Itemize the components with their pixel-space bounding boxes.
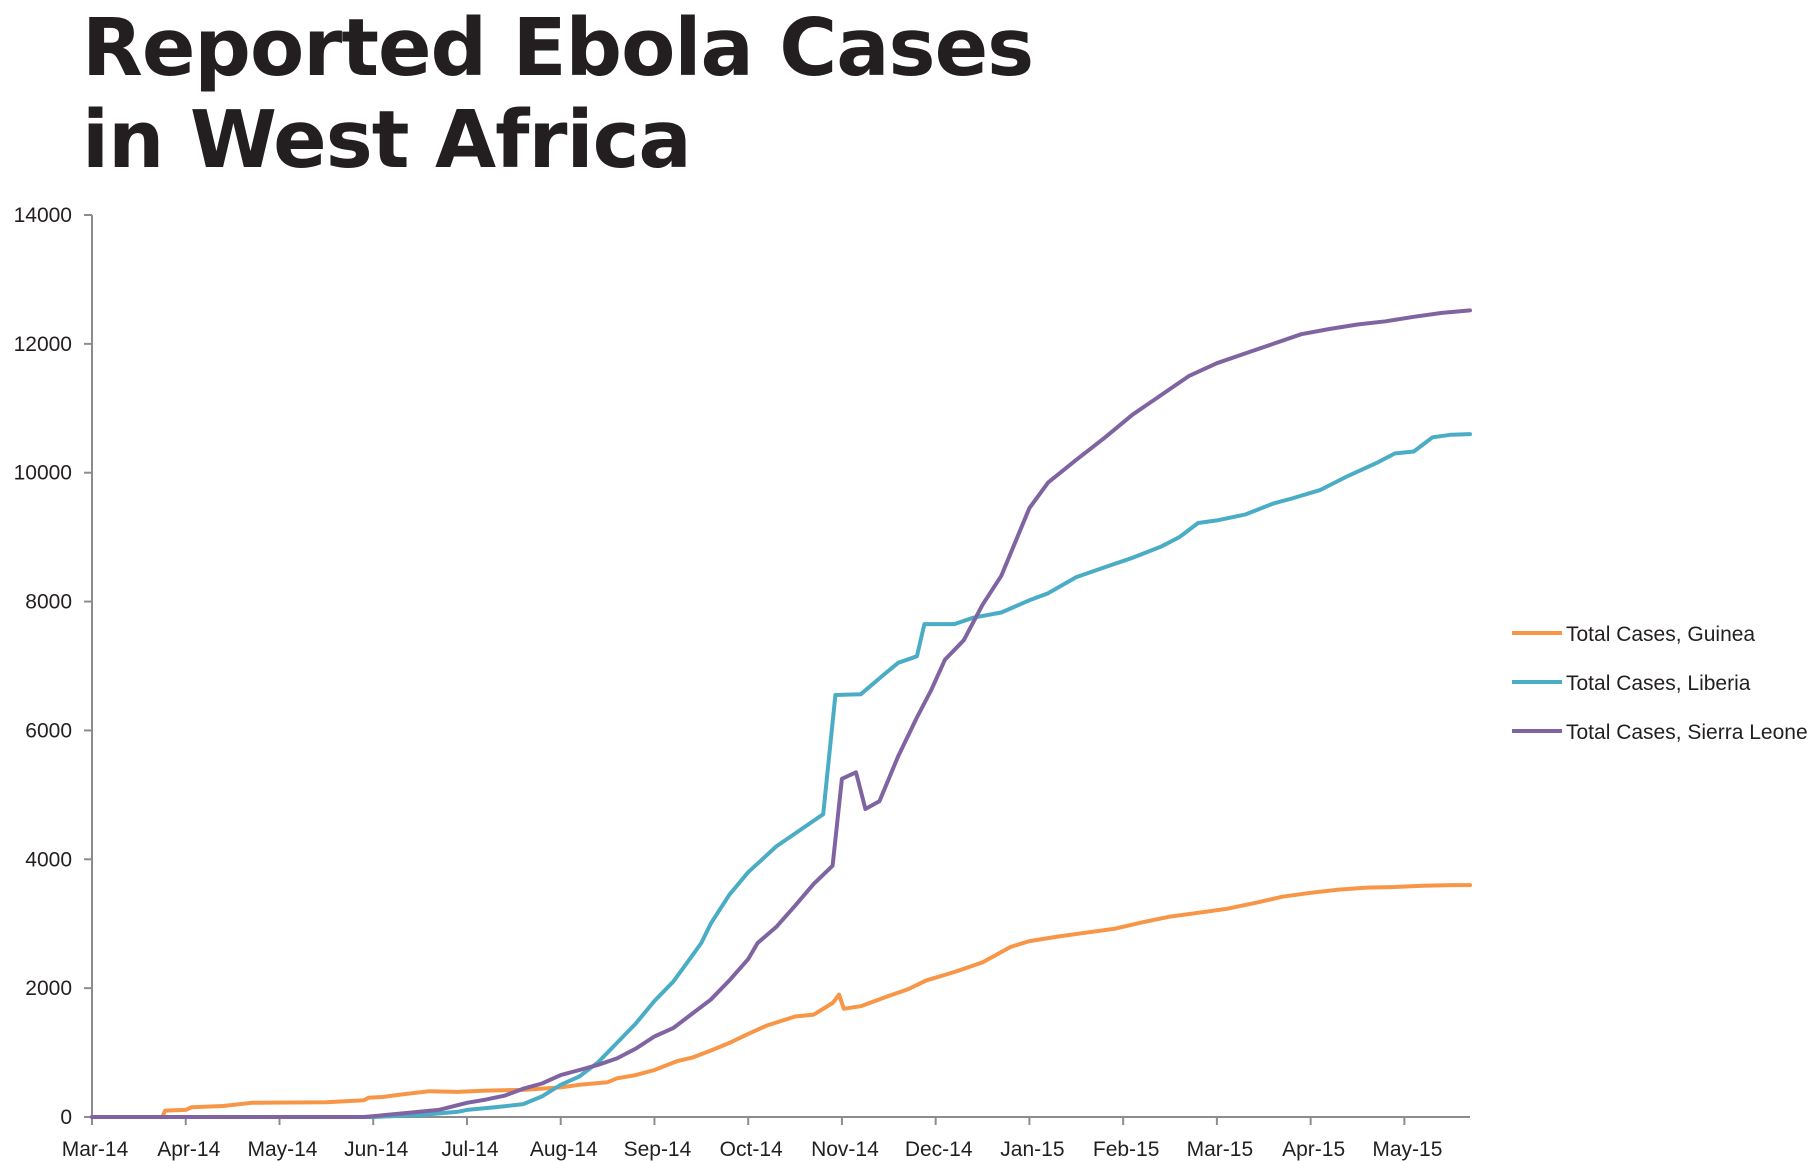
y-tick-label: 2000: [25, 977, 72, 1000]
x-tick-label: Mar-14: [62, 1138, 129, 1161]
y-tick-label: 10000: [14, 462, 72, 485]
x-tick-label: Sep-14: [624, 1138, 692, 1161]
y-tick-label: 8000: [25, 591, 72, 614]
y-tick-label: 12000: [14, 333, 72, 356]
x-tick-label: Oct-14: [720, 1138, 783, 1161]
x-tick-label: Mar-15: [1187, 1138, 1254, 1161]
legend: Total Cases, Guinea Total Cases, Liberia T…: [1512, 623, 1808, 744]
x-tick-label: May-14: [247, 1138, 317, 1161]
series-line-sierra-leone: [90, 308, 1472, 1119]
chart-title-line-1: Reported Ebola Cases: [82, 2, 1034, 94]
x-tick-label: Apr-14: [157, 1138, 220, 1161]
chart-title: Reported Ebola Cases in West Africa: [82, 2, 1082, 186]
series-line-liberia: [90, 432, 1472, 1119]
x-tick-label: Jun-14: [344, 1138, 409, 1161]
legend-label-sierra-leone: Total Cases, Sierra Leone: [1566, 721, 1808, 744]
x-tick-label: Jul-14: [441, 1138, 499, 1161]
y-tick-label: 6000: [25, 719, 72, 742]
x-tick-label: May-15: [1372, 1138, 1442, 1161]
y-tick-label: 14000: [14, 204, 72, 227]
y-ticks: 0 2000 4000 6000 8000 10000 12000 14000: [14, 204, 92, 1129]
x-ticks: Mar-14 Apr-14 May-14 Jun-14 Jul-14 Aug-14 Sep-…: [62, 1117, 1442, 1161]
legend-label-liberia: Total Cases, Liberia: [1566, 672, 1751, 695]
y-tick-label: 0: [60, 1106, 72, 1129]
series-line-guinea: [90, 883, 1472, 1119]
legend-label-guinea: Total Cases, Guinea: [1566, 623, 1755, 646]
x-tick-label: Apr-15: [1282, 1138, 1345, 1161]
y-tick-label: 4000: [25, 848, 72, 871]
x-tick-label: Feb-15: [1093, 1138, 1160, 1161]
x-tick-label: Dec-14: [905, 1138, 973, 1161]
x-tick-label: Nov-14: [811, 1138, 879, 1161]
x-tick-label: Aug-14: [530, 1138, 598, 1161]
series-lines: [90, 308, 1472, 1119]
chart-title-line-2: in West Africa: [82, 94, 692, 186]
x-tick-label: Jan-15: [1000, 1138, 1064, 1161]
